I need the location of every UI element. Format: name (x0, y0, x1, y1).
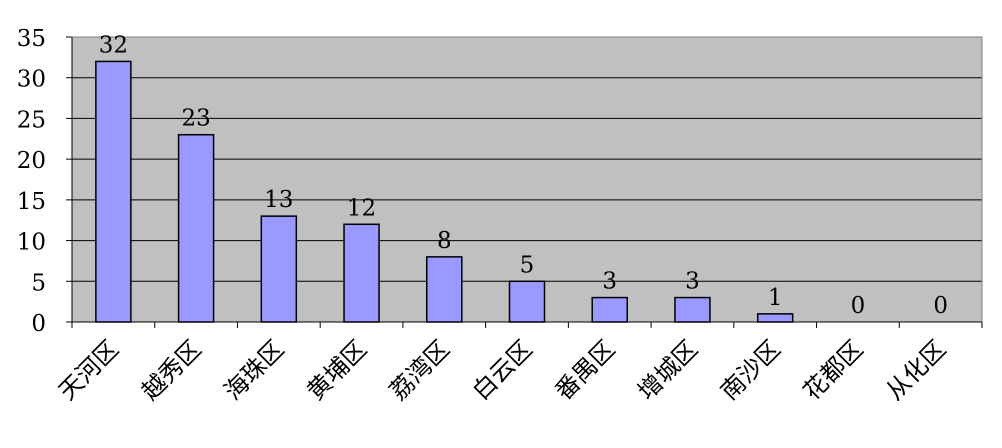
bar (426, 256, 463, 323)
data-label: 3 (685, 269, 700, 295)
y-tick-label: 5 (31, 270, 46, 296)
y-tick-label: 20 (17, 148, 46, 174)
bar (260, 215, 298, 323)
data-label: 1 (768, 285, 783, 311)
data-label: 23 (181, 106, 210, 132)
plot-area (72, 37, 982, 322)
y-tick-label: 10 (17, 230, 46, 256)
data-label: 13 (264, 187, 293, 213)
x-tick-label: 黄埔区 (302, 335, 373, 406)
data-label: 5 (520, 252, 535, 278)
data-label: 32 (99, 32, 128, 58)
x-tick-label: 花都区 (798, 335, 869, 406)
bar (591, 296, 628, 323)
data-label: 3 (602, 269, 617, 295)
y-tick-label: 0 (31, 311, 46, 337)
data-label: 0 (851, 293, 866, 319)
data-label: 8 (437, 228, 452, 254)
x-tick-label: 荔湾区 (384, 335, 455, 406)
data-label: 0 (933, 293, 948, 319)
x-tick-label: 番禺区 (550, 335, 621, 406)
x-tick-label: 白云区 (467, 335, 538, 406)
x-tick-label: 增城区 (632, 335, 703, 406)
bar (95, 60, 132, 323)
x-tick-label: 天河区 (53, 335, 124, 406)
y-tick-label: 35 (17, 26, 46, 52)
bar (343, 223, 380, 323)
x-tick-label: 海珠区 (219, 335, 290, 406)
x-tick-label: 越秀区 (136, 335, 207, 406)
x-tick-label: 从化区 (881, 335, 952, 406)
bar (674, 296, 711, 323)
data-label: 12 (347, 195, 376, 221)
y-tick-label: 25 (17, 107, 46, 133)
bar (177, 133, 215, 323)
y-tick-label: 30 (17, 67, 46, 93)
x-tick-label: 南沙区 (715, 335, 786, 406)
y-tick-label: 15 (17, 189, 46, 215)
bar (756, 313, 794, 323)
bar (508, 280, 546, 323)
